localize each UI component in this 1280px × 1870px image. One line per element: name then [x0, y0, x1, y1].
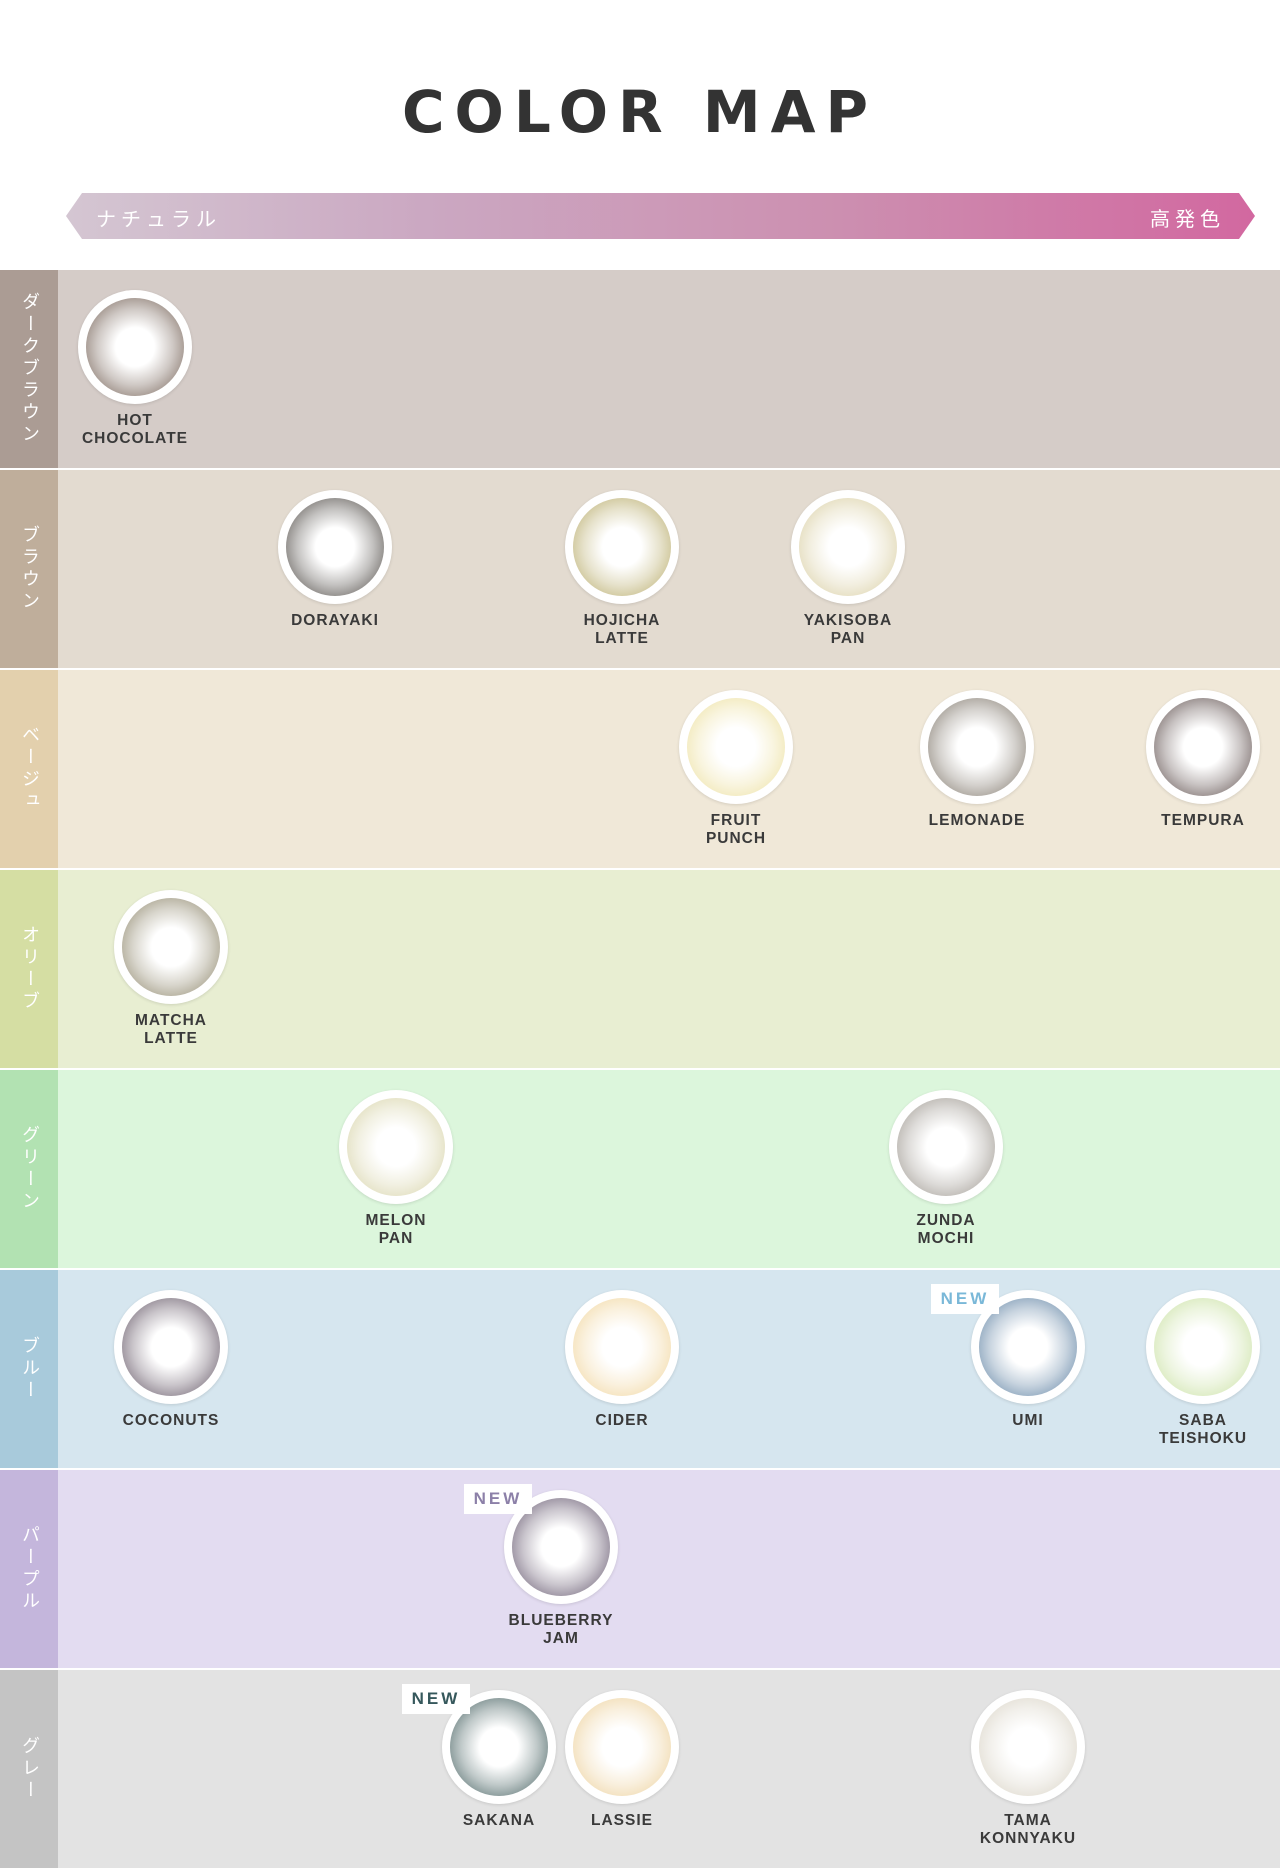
- lens-swatch[interactable]: [971, 1290, 1085, 1404]
- row-category-label: ベージュ: [0, 670, 58, 868]
- lens-name[interactable]: LASSIE: [591, 1812, 653, 1829]
- category-text: ダークブラウン: [19, 292, 40, 446]
- row-category-label: ダークブラウン: [0, 270, 58, 468]
- new-badge: NEW: [402, 1684, 470, 1714]
- lens-swatch[interactable]: [278, 490, 392, 604]
- lens-swatch[interactable]: [442, 1690, 556, 1804]
- lens-name[interactable]: SAKANA: [462, 1812, 536, 1829]
- row-category-label: ブルー: [0, 1270, 58, 1468]
- lens-iris: [687, 698, 785, 796]
- lens-swatch[interactable]: [1146, 690, 1260, 804]
- lens-swatch[interactable]: [565, 490, 679, 604]
- scale-right-label: 高発色: [1150, 207, 1225, 231]
- lens-swatch[interactable]: [504, 1490, 618, 1604]
- lens-swatch[interactable]: [889, 1090, 1003, 1204]
- lens-swatch[interactable]: [114, 890, 228, 1004]
- lens-swatch[interactable]: [971, 1690, 1085, 1804]
- lens-iris: [347, 1098, 445, 1196]
- scale-left-label: ナチュラル: [96, 207, 221, 231]
- lens-swatch[interactable]: [78, 290, 192, 404]
- page-title: COLOR MAP: [401, 78, 879, 146]
- lens-name[interactable]: FRUIT PUNCH: [705, 812, 767, 847]
- category-text: オリーブ: [19, 925, 40, 1013]
- lens-swatch[interactable]: [1146, 1290, 1260, 1404]
- lens-iris: [799, 498, 897, 596]
- color-row: グレー NEW SAKANA LASSIE TAMA KONNYAKU: [0, 1670, 1280, 1868]
- row-category-label: パープル: [0, 1470, 58, 1668]
- lens-swatch[interactable]: [565, 1290, 679, 1404]
- lens-iris: [928, 698, 1026, 796]
- lens-iris: [1154, 1298, 1252, 1396]
- category-text: ブルー: [19, 1336, 40, 1402]
- category-text: グレー: [19, 1736, 40, 1802]
- lens-iris: [979, 1698, 1077, 1796]
- lens-iris: [573, 1698, 671, 1796]
- lens-iris: [450, 1698, 548, 1796]
- lens-iris: [573, 498, 671, 596]
- lens-swatch[interactable]: [565, 1690, 679, 1804]
- color-row: ブルー COCONUTS CIDER NEW UMI SABA TEISHOKU: [0, 1270, 1280, 1468]
- naturalness-scale-bar: ナチュラル 高発色: [66, 193, 1255, 239]
- lens-name[interactable]: ZUNDA MOCHI: [916, 1212, 976, 1247]
- lens-name[interactable]: TAMA KONNYAKU: [979, 1812, 1077, 1847]
- lens-name[interactable]: DORAYAKI: [291, 612, 379, 629]
- lens-swatch[interactable]: [339, 1090, 453, 1204]
- category-text: グリーン: [19, 1125, 40, 1213]
- row-category-label: ブラウン: [0, 470, 58, 668]
- color-row: ブラウン DORAYAKI HOJICHA LATTE YAKISOBA PAN: [0, 470, 1280, 668]
- lens-swatch[interactable]: [679, 690, 793, 804]
- lens-name[interactable]: YAKISOBA PAN: [803, 612, 893, 647]
- color-row: オリーブ MATCHA LATTE: [0, 870, 1280, 1068]
- color-row: ベージュ FRUIT PUNCH LEMONADE TEMPURA: [0, 670, 1280, 868]
- lens-name[interactable]: COCONUTS: [122, 1412, 220, 1429]
- lens-name[interactable]: LEMONADE: [928, 812, 1026, 829]
- lens-name[interactable]: HOJICHA LATTE: [583, 612, 661, 647]
- lens-name[interactable]: TEMPURA: [1161, 812, 1245, 829]
- lens-name[interactable]: CIDER: [595, 1412, 649, 1429]
- new-badge: NEW: [931, 1284, 999, 1314]
- color-row: パープル NEW BLUEBERRY JAM: [0, 1470, 1280, 1668]
- row-category-label: オリーブ: [0, 870, 58, 1068]
- lens-name[interactable]: SABA TEISHOKU: [1158, 1412, 1248, 1447]
- lens-swatch[interactable]: [114, 1290, 228, 1404]
- color-row: ダークブラウン HOT CHOCOLATE: [0, 270, 1280, 468]
- lens-name[interactable]: BLUEBERRY JAM: [508, 1612, 614, 1647]
- lens-iris: [86, 298, 184, 396]
- lens-swatch[interactable]: [791, 490, 905, 604]
- lens-name[interactable]: UMI: [1012, 1412, 1044, 1429]
- lens-iris: [1154, 698, 1252, 796]
- lens-name[interactable]: MELON PAN: [365, 1212, 427, 1247]
- lens-iris: [573, 1298, 671, 1396]
- lens-iris: [512, 1498, 610, 1596]
- lens-iris: [897, 1098, 995, 1196]
- lens-iris: [122, 898, 220, 996]
- category-text: ベージュ: [19, 725, 40, 813]
- row-category-label: グリーン: [0, 1070, 58, 1268]
- color-row: グリーン MELON PAN ZUNDA MOCHI: [0, 1070, 1280, 1268]
- new-badge: NEW: [464, 1484, 532, 1514]
- lens-iris: [122, 1298, 220, 1396]
- lens-iris: [979, 1298, 1077, 1396]
- lens-name[interactable]: HOT CHOCOLATE: [81, 412, 188, 447]
- lens-swatch[interactable]: [920, 690, 1034, 804]
- row-category-label: グレー: [0, 1670, 58, 1868]
- category-text: パープル: [19, 1525, 40, 1613]
- category-text: ブラウン: [19, 525, 40, 613]
- lens-iris: [286, 498, 384, 596]
- lens-name[interactable]: MATCHA LATTE: [134, 1012, 207, 1047]
